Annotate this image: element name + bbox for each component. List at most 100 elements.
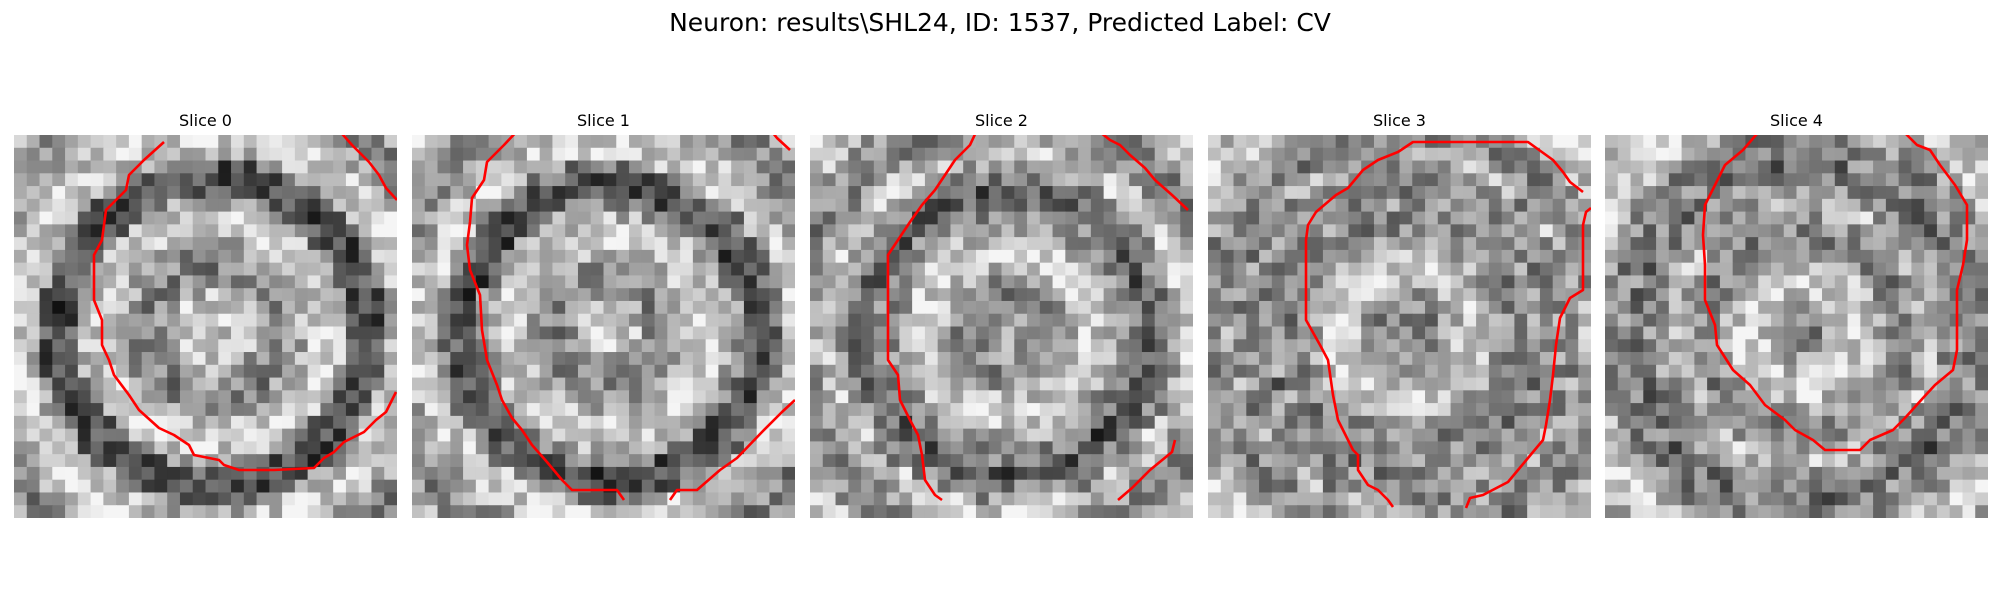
image-pixel bbox=[1898, 403, 1912, 417]
image-pixel bbox=[116, 352, 130, 366]
image-pixel bbox=[1656, 135, 1670, 149]
image-pixel bbox=[26, 441, 41, 455]
image-pixel bbox=[1578, 466, 1591, 481]
image-pixel bbox=[1668, 326, 1683, 340]
image-pixel bbox=[641, 428, 656, 442]
image-pixel bbox=[231, 479, 245, 494]
image-pixel bbox=[320, 352, 334, 366]
image-pixel bbox=[552, 262, 566, 277]
image-pixel bbox=[1975, 135, 1988, 149]
image-pixel bbox=[333, 505, 347, 518]
image-pixel bbox=[1936, 492, 1951, 506]
image-pixel bbox=[514, 135, 528, 149]
image-pixel bbox=[256, 262, 270, 277]
image-pixel bbox=[1936, 454, 1951, 468]
image-pixel bbox=[437, 173, 451, 187]
image-pixel bbox=[39, 390, 53, 404]
image-pixel bbox=[848, 466, 862, 481]
image-pixel bbox=[873, 505, 888, 518]
image-pixel bbox=[950, 198, 964, 213]
image-pixel bbox=[1656, 173, 1670, 187]
image-pixel bbox=[358, 288, 373, 302]
image-pixel bbox=[873, 403, 888, 417]
image-pixel bbox=[1322, 147, 1337, 162]
image-pixel bbox=[192, 441, 207, 455]
image-pixel bbox=[424, 224, 439, 238]
image-pixel bbox=[539, 505, 554, 518]
image-pixel bbox=[412, 377, 426, 391]
image-pixel bbox=[1116, 237, 1130, 251]
image-pixel bbox=[1310, 505, 1324, 518]
image-pixel bbox=[1770, 313, 1785, 328]
image-pixel bbox=[1437, 492, 1452, 506]
image-pixel bbox=[26, 173, 41, 187]
image-pixel bbox=[731, 313, 745, 328]
image-pixel bbox=[1259, 403, 1273, 417]
image-pixel bbox=[77, 441, 92, 455]
image-pixel bbox=[1617, 377, 1632, 391]
image-pixel bbox=[1450, 505, 1464, 518]
image-pixel bbox=[320, 262, 334, 277]
image-pixel bbox=[307, 211, 321, 225]
image-pixel bbox=[810, 339, 824, 353]
image-pixel bbox=[705, 352, 719, 366]
image-pixel bbox=[282, 479, 296, 494]
image-pixel bbox=[1078, 390, 1092, 404]
image-pixel bbox=[1783, 300, 1798, 315]
image-pixel bbox=[565, 160, 579, 174]
image-pixel bbox=[1167, 135, 1181, 149]
image-pixel bbox=[810, 479, 824, 494]
image-pixel bbox=[1090, 198, 1105, 213]
contour-line bbox=[465, 135, 626, 501]
image-pixel bbox=[1617, 288, 1632, 302]
image-pixel bbox=[1208, 390, 1222, 404]
image-pixel bbox=[192, 377, 207, 391]
image-pixel bbox=[450, 492, 464, 506]
image-pixel bbox=[282, 160, 296, 174]
image-pixel bbox=[924, 339, 939, 353]
image-pixel bbox=[1936, 147, 1951, 162]
image-pixel bbox=[320, 288, 334, 302]
image-pixel bbox=[1975, 339, 1988, 353]
image-pixel bbox=[577, 352, 592, 366]
image-pixel bbox=[782, 262, 795, 277]
image-pixel bbox=[1834, 339, 1849, 353]
image-pixel bbox=[1924, 352, 1938, 366]
image-pixel bbox=[1770, 288, 1785, 302]
image-pixel bbox=[1078, 364, 1092, 379]
image-pixel bbox=[167, 249, 181, 264]
image-pixel bbox=[950, 186, 964, 200]
image-pixel bbox=[1630, 147, 1644, 162]
image-pixel bbox=[769, 377, 783, 391]
image-pixel bbox=[1335, 454, 1350, 468]
image-pixel bbox=[1488, 403, 1503, 417]
image-pixel bbox=[756, 428, 771, 442]
image-pixel bbox=[437, 428, 451, 442]
image-pixel bbox=[26, 364, 41, 379]
image-pixel bbox=[243, 364, 258, 379]
image-pixel bbox=[1348, 403, 1362, 417]
image-pixel bbox=[603, 135, 617, 149]
image-pixel bbox=[1386, 249, 1401, 264]
image-pixel bbox=[77, 313, 92, 328]
image-pixel bbox=[1924, 249, 1938, 264]
image-pixel bbox=[1630, 428, 1644, 442]
image-pixel bbox=[116, 428, 130, 442]
image-pixel bbox=[1348, 275, 1362, 289]
image-pixel bbox=[667, 224, 681, 238]
image-pixel bbox=[141, 403, 156, 417]
image-pixel bbox=[1052, 415, 1066, 430]
image-pixel bbox=[1770, 492, 1785, 506]
image-pixel bbox=[680, 224, 694, 238]
image-pixel bbox=[1643, 479, 1657, 494]
image-pixel bbox=[692, 262, 707, 277]
image-pixel bbox=[243, 135, 258, 149]
image-pixel bbox=[1001, 135, 1015, 149]
image-pixel bbox=[835, 300, 849, 315]
image-pixel bbox=[1065, 364, 1079, 379]
image-pixel bbox=[1668, 135, 1683, 149]
image-pixel bbox=[294, 249, 309, 264]
image-pixel bbox=[39, 492, 53, 506]
image-pixel bbox=[565, 249, 579, 264]
image-pixel bbox=[552, 173, 566, 187]
